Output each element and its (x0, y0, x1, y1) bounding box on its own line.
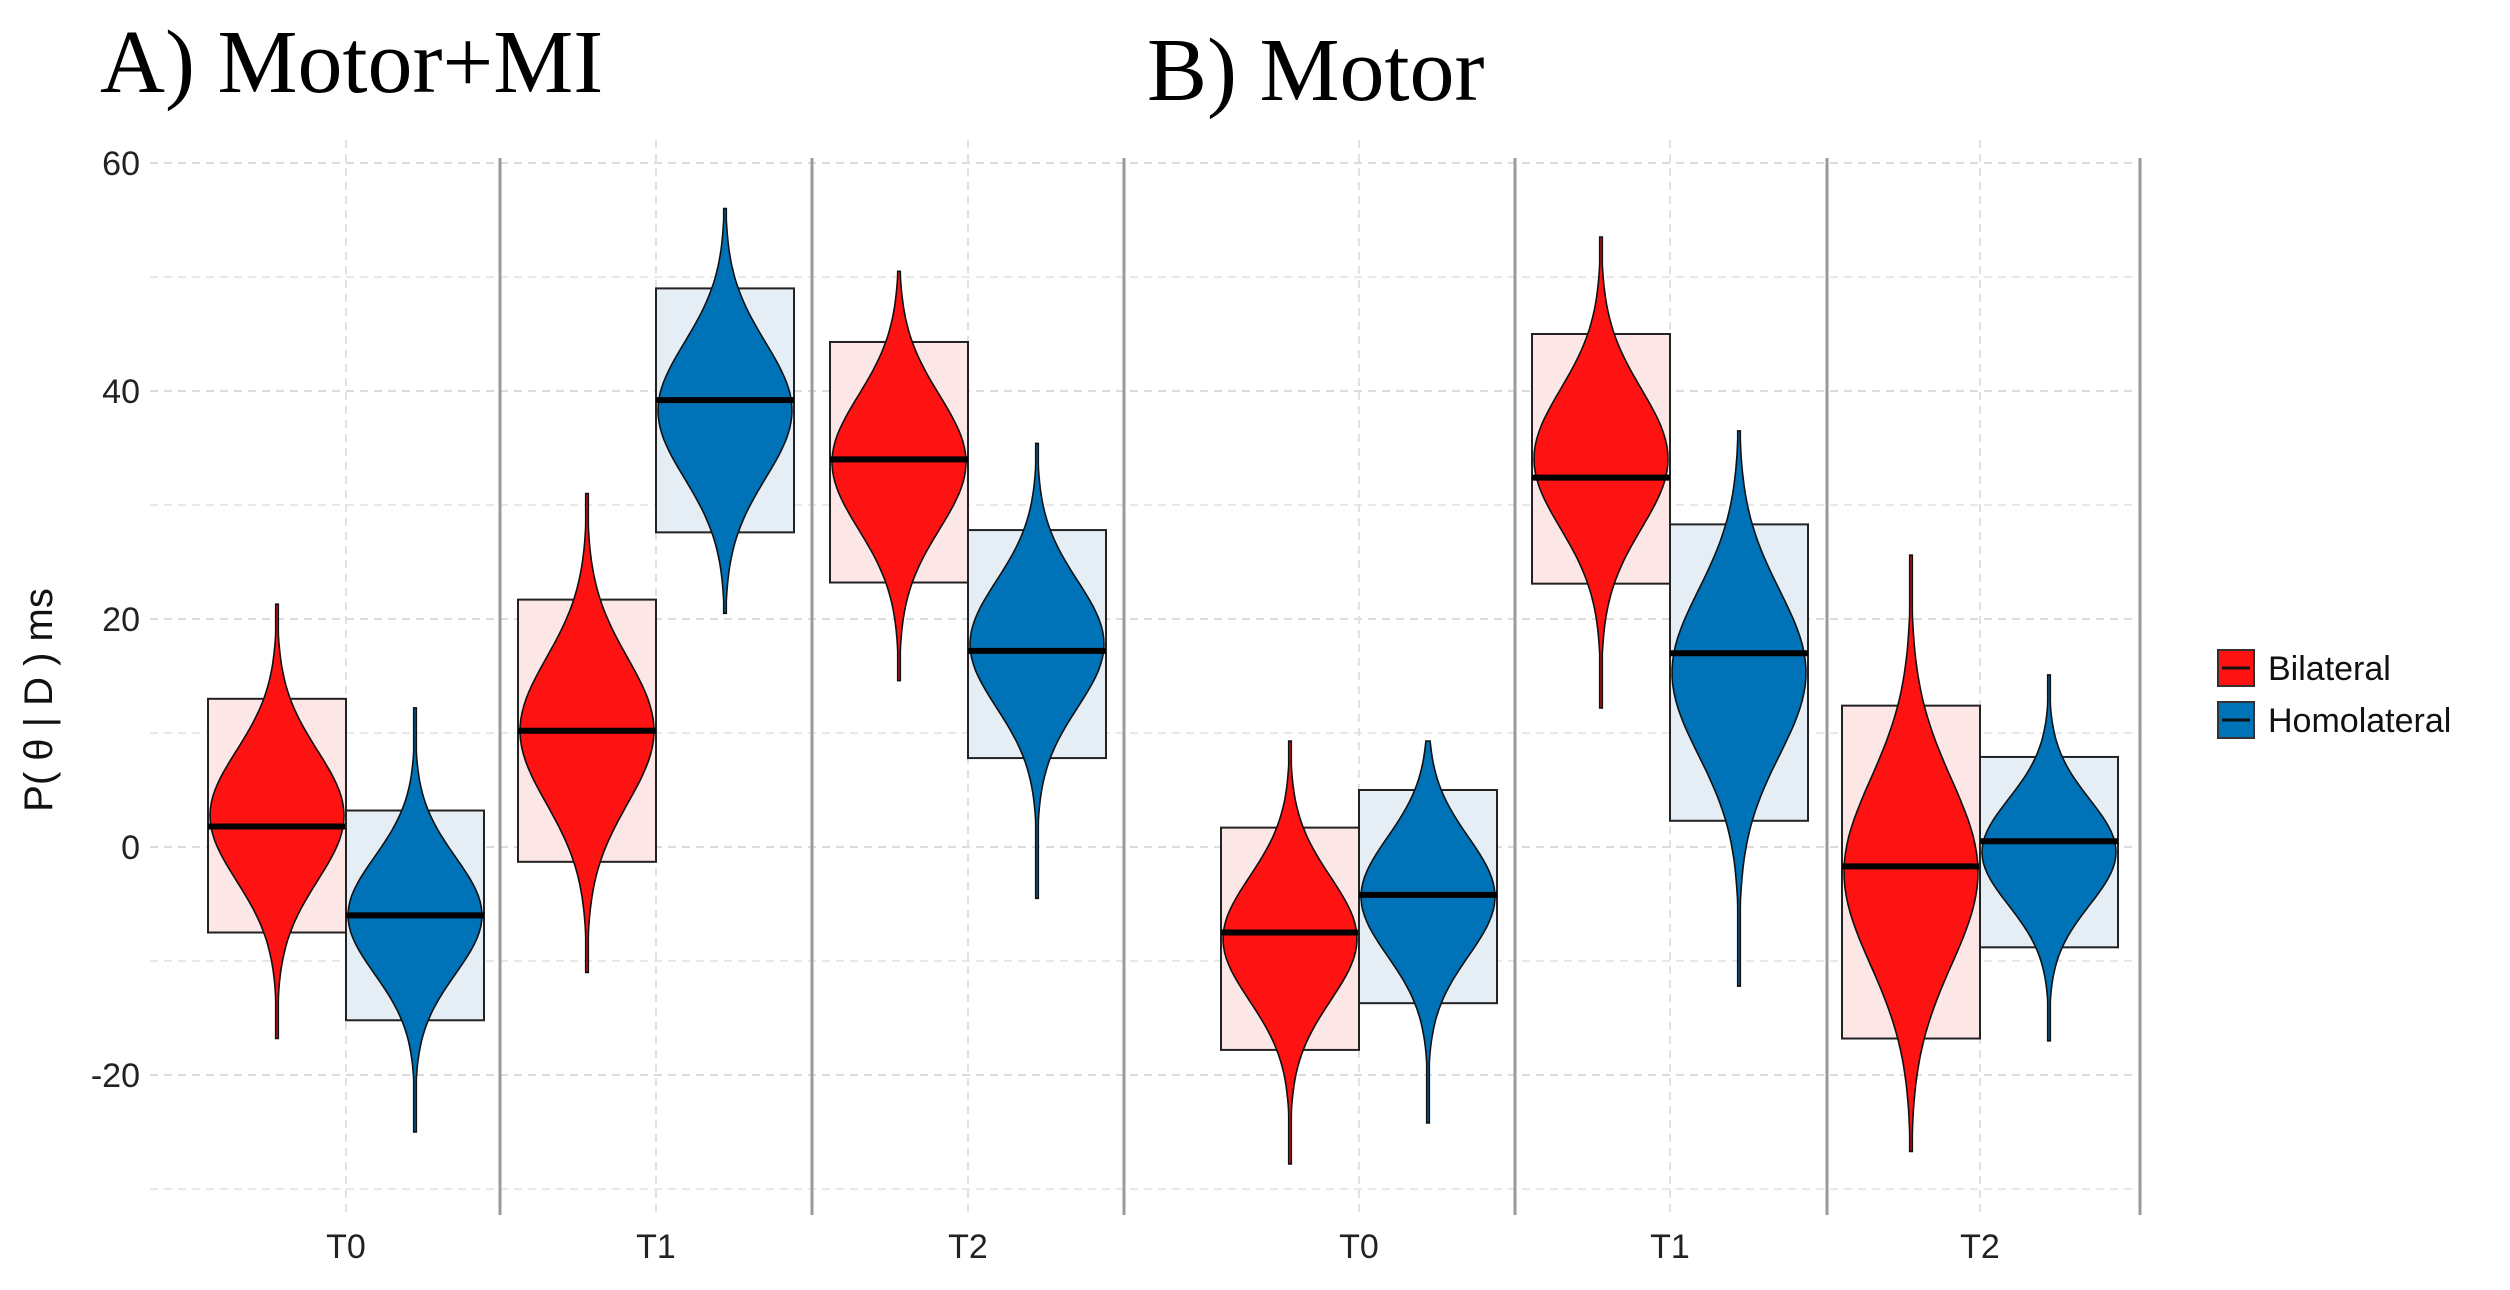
x-tick-label: T2 (1960, 1228, 2000, 1266)
legend-label-homolateral: Homolateral (2268, 702, 2451, 740)
violin (1533, 236, 1669, 709)
x-tick-label: T2 (948, 1228, 988, 1266)
violin-group-bilateral-t1 (517, 492, 657, 974)
violin (209, 603, 345, 1040)
violin (1981, 674, 2117, 1042)
legend-label-bilateral: Bilateral (2268, 650, 2391, 688)
legend: Bilateral Homolateral (2217, 649, 2451, 740)
violin-group-bilateral-t1 (1531, 236, 1671, 709)
violin-group-homolateral-t2 (967, 442, 1107, 900)
violin (969, 442, 1105, 900)
y-tick-label: 60 (102, 145, 140, 183)
violin-group-bilateral-t2 (829, 270, 969, 682)
violin (1222, 740, 1358, 1165)
violin-group-homolateral-t1 (655, 207, 795, 615)
y-tick-label: 20 (102, 601, 140, 639)
panel-b-title: B) Motor (1147, 21, 1485, 120)
violin-group-homolateral-t2 (1979, 674, 2119, 1042)
panel-a-title: A) Motor+MI (100, 13, 603, 112)
x-tick-label: T1 (636, 1228, 676, 1266)
x-tick-label: T0 (1339, 1228, 1379, 1266)
violin-group-homolateral-t0 (345, 707, 485, 1133)
chart-marks (207, 207, 2119, 1165)
violin (347, 707, 483, 1133)
y-tick-label: 40 (102, 373, 140, 411)
x-tick-label: T0 (326, 1228, 366, 1266)
violin-group-bilateral-t0 (207, 603, 347, 1040)
violin-group-bilateral-t2 (1841, 554, 1981, 1153)
violin (1671, 430, 1807, 987)
violin-group-homolateral-t0 (1358, 740, 1498, 1124)
panel-separators (498, 158, 2142, 1215)
x-tick-label: T1 (1650, 1228, 1690, 1266)
axes: -20 0 20 40 60 T0 T1 T2 T0 T1 T2 (91, 145, 2000, 1266)
violin-group-homolateral-t1 (1669, 430, 1809, 987)
violin (831, 270, 967, 682)
y-tick-label: -20 (91, 1057, 140, 1095)
y-tick-label: 0 (121, 829, 140, 867)
grid-layer (150, 140, 2140, 1215)
violin (657, 207, 793, 615)
violin (1843, 554, 1979, 1153)
y-axis-label: P( θ | D ) ms (17, 588, 61, 812)
violin-group-bilateral-t0 (1220, 740, 1360, 1165)
violin (1360, 740, 1496, 1124)
